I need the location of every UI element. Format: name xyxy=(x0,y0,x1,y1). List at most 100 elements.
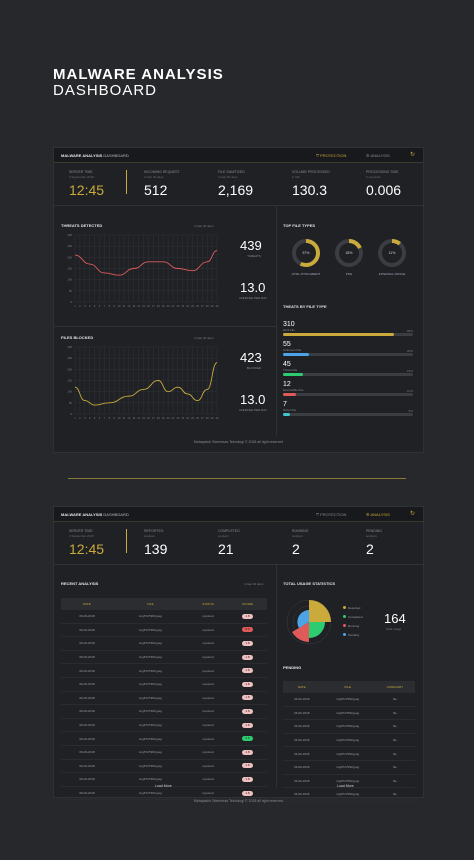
cell-date: 06-09-2018 xyxy=(61,677,113,692)
col-date[interactable]: DATE xyxy=(61,598,113,610)
table-row[interactable]: 06-09-2018 img5727990.jpeg file xyxy=(283,719,415,734)
table-row[interactable]: 06-09-2018 img5727990.jpeg reported 1.8 xyxy=(61,691,267,706)
table-row[interactable]: 06-09-2018 img5727990.jpeg reported 1.8 xyxy=(61,704,267,719)
refresh-icon-2[interactable]: ↻ xyxy=(409,511,415,517)
y-tick-label: 150 xyxy=(67,379,72,383)
score-badge: 0.6 xyxy=(242,736,254,742)
brand: MALWARE ANALYSIS DASHBOARD xyxy=(61,153,129,158)
cell-file: img5727990.jpeg xyxy=(112,691,188,706)
col-pending-file[interactable]: FILE xyxy=(320,681,375,693)
cell-file: img5727990.jpeg xyxy=(112,786,188,801)
score-badge: 1.8 xyxy=(242,613,254,619)
nav-protection[interactable]: ⛉ PROTECTION xyxy=(316,153,347,158)
legend-label: Pending xyxy=(348,633,360,637)
table-row[interactable]: 06-09-2018 img5727990.jpeg reported 0.6 xyxy=(61,731,267,746)
x-tick-label: 5 xyxy=(94,304,96,308)
gear-icon: ⚙ xyxy=(366,512,370,517)
cell-date: 06-09-2018 xyxy=(283,733,321,748)
cell-date: 06-09-2018 xyxy=(283,746,321,761)
load-more-pending[interactable]: Load More xyxy=(337,784,354,788)
table-row[interactable]: 06-09-2018 img5727990.jpeg reported 1.8 xyxy=(61,610,267,624)
table-row[interactable]: 06-09-2018 img5727990.jpeg reported 1.8 xyxy=(61,786,267,801)
threat-type-name: Unknown File xyxy=(283,348,302,352)
x-tick-label: 15 xyxy=(142,416,145,420)
threats-by-type-title: THEATS BY FILE TYPE xyxy=(283,304,327,309)
threat-type-name: Threat File xyxy=(283,368,298,372)
cell-status: reported xyxy=(187,704,229,719)
threat-type-row: 310 Html File 85% xyxy=(283,321,413,336)
stat-pending: PENDING analysis 2 xyxy=(366,529,382,557)
refresh-icon[interactable]: ↻ xyxy=(409,152,415,158)
x-tick-label: 26 xyxy=(196,416,199,420)
nav-protection-2[interactable]: ⛉ PROTECTION xyxy=(316,512,347,517)
cell-score: 1.8 xyxy=(228,772,267,787)
load-more-recent[interactable]: Load More xyxy=(155,784,172,788)
score-badge: 1.8 xyxy=(242,668,254,674)
col-file[interactable]: FILE xyxy=(112,598,188,610)
table-row[interactable]: 06-09-2018 img5727990.jpeg reported 1.8 xyxy=(61,663,267,678)
shield-icon: ⛉ xyxy=(316,153,319,158)
cell-file: img5727990.jpeg xyxy=(320,774,375,789)
cell-file: img5727990.jpeg xyxy=(320,760,375,775)
table-row[interactable]: 06-09-2018 img5727990.jpeg reported 8.0 xyxy=(61,623,267,638)
top-file-types-title: TOP FILE TYPES xyxy=(283,223,316,228)
x-tick-label: 28 xyxy=(206,304,209,308)
x-tick-label: 11 xyxy=(123,416,126,420)
table-row[interactable]: 06-09-2018 img5727990.jpeg reported 1.8 xyxy=(61,759,267,774)
cell-score: 1.8 xyxy=(228,636,267,651)
table-row[interactable]: 06-09-2018 img5727990.jpeg file xyxy=(283,693,415,707)
table-row[interactable]: 06-09-2018 img5727990.jpeg file xyxy=(283,733,415,748)
score-badge: 1.8 xyxy=(242,681,254,687)
cell-date: 06-09-2018 xyxy=(61,650,113,665)
x-tick-label: 13 xyxy=(132,304,135,308)
top-bar-2: MALWARE ANALYSIS DASHBOARD ⛉ PROTECTION … xyxy=(54,507,423,522)
table-row[interactable]: 06-09-2018 img5727990.jpeg reported 1.8 xyxy=(61,745,267,760)
legend-dot xyxy=(343,633,346,636)
cell-category: file xyxy=(374,733,415,748)
y-tick-label: 50 xyxy=(69,401,73,405)
cell-status: reported xyxy=(187,731,229,746)
threat-type-count: 45 xyxy=(283,361,291,368)
cell-score: 1.8 xyxy=(228,759,267,774)
col-score[interactable]: SCORE xyxy=(228,598,267,610)
x-tick-label: 23 xyxy=(181,304,184,308)
col-status[interactable]: STATUS xyxy=(187,598,229,610)
cell-file: img5727990.jpeg xyxy=(112,745,188,760)
x-tick-label: 10 xyxy=(118,416,121,420)
table-row[interactable]: 06-09-2018 img5727990.jpeg file xyxy=(283,787,415,802)
cell-file: img5727990.jpeg xyxy=(320,693,375,707)
nav-analysis[interactable]: ⚙ ANALYSIS xyxy=(366,153,390,158)
threat-type-fill xyxy=(283,333,394,336)
x-tick-label: 15 xyxy=(142,304,145,308)
y-tick-label: 100 xyxy=(67,278,72,282)
x-tick-label: 24 xyxy=(186,304,189,308)
nav-analysis-2[interactable]: ⚙ ANALYSIS xyxy=(366,512,390,517)
table-row[interactable]: 06-09-2018 img5727990.jpeg reported 1.8 xyxy=(61,636,267,651)
table-row[interactable]: 06-09-2018 img5727990.jpeg reported 1.8 xyxy=(61,772,267,787)
blocked-avg-label: AVERAGE PER DAY xyxy=(238,408,268,412)
cell-date: 06-09-2018 xyxy=(61,636,113,651)
score-badge: 8.0 xyxy=(242,627,254,633)
x-tick-label: 7 xyxy=(104,304,106,308)
x-tick-label: 14 xyxy=(137,304,140,308)
table-row[interactable]: 06-09-2018 img5727990.jpeg file xyxy=(283,706,415,721)
table-row[interactable]: 06-09-2018 img5727990.jpeg file xyxy=(283,760,415,775)
x-tick-label: 2 xyxy=(79,416,81,420)
x-tick-label: 14 xyxy=(137,416,140,420)
y-tick-label: 0 xyxy=(70,300,72,304)
table-row[interactable]: 06-09-2018 img5727990.jpeg file xyxy=(283,774,415,789)
col-pending-category[interactable]: CATEGORY xyxy=(374,681,415,693)
table-row[interactable]: 06-09-2018 img5727990.jpeg reported 1.8 xyxy=(61,718,267,733)
y-tick-label: 300 xyxy=(67,233,72,237)
table-row[interactable]: 06-09-2018 img5727990.jpeg reported 1.8 xyxy=(61,650,267,665)
table-row[interactable]: 06-09-2018 img5727990.jpeg reported 1.8 xyxy=(61,677,267,692)
threat-type-track xyxy=(283,373,413,376)
footer: Mahapatch Steminsss Teknologi © 2018 all… xyxy=(193,440,284,444)
cell-status: reported xyxy=(187,759,229,774)
y-tick-label: 200 xyxy=(67,255,72,259)
table-row[interactable]: 06-09-2018 img5727990.jpeg file xyxy=(283,746,415,761)
cell-category: file xyxy=(374,760,415,775)
col-pending-date[interactable]: DATE xyxy=(283,681,321,693)
stats-row-2: SERVER TIME 4 September 2018 12:45 REPORT… xyxy=(54,522,423,565)
stat-server-time-2: SERVER TIME 4 September 2018 12:45 xyxy=(69,529,105,557)
